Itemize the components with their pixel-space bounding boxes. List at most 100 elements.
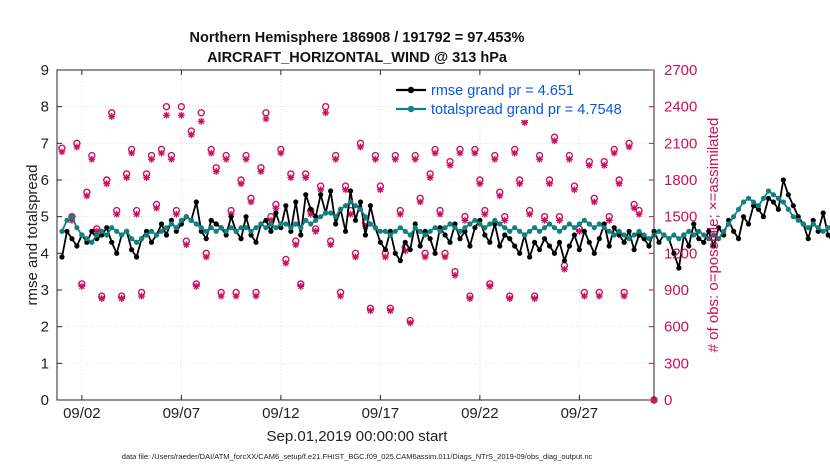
rmse-point	[546, 243, 553, 249]
spread-point	[527, 228, 533, 234]
spread-point	[303, 217, 309, 223]
spread-point	[477, 221, 483, 227]
spread-point	[248, 228, 254, 234]
obs-assimilated-marker	[78, 282, 86, 290]
rmse-point	[596, 236, 602, 242]
rmse-point	[735, 236, 742, 242]
rmse-point	[253, 239, 259, 245]
rmse-point	[437, 225, 443, 231]
obs-assimilated-marker	[267, 216, 275, 224]
rmse-point	[606, 243, 612, 249]
rmse-point	[576, 247, 582, 253]
spread-point	[372, 225, 378, 231]
obs-assimilated-marker	[595, 292, 603, 300]
spread-point	[576, 221, 582, 227]
rmse-point	[502, 232, 508, 238]
obs-assimilated-marker	[98, 295, 106, 302]
spread-point	[636, 228, 642, 234]
rmse-point	[631, 247, 637, 253]
rmse-point	[193, 199, 199, 205]
legend: rmse grand pr = 4.651 totalspread grand …	[392, 78, 648, 120]
obs-assimilated-marker	[362, 223, 369, 230]
obs-assimilated-marker	[108, 113, 116, 120]
legend-background	[392, 78, 648, 120]
obs-assimilated-marker	[357, 143, 364, 151]
obs-assimilated-marker	[222, 155, 230, 163]
rmse-point	[273, 210, 279, 216]
spread-point	[203, 228, 209, 234]
y-left-tick-label: 1	[41, 355, 49, 372]
spread-point	[119, 232, 125, 238]
obs-assimilated-marker	[212, 168, 220, 175]
rmse-point	[616, 232, 622, 238]
rmse-point	[268, 228, 274, 234]
spread-point	[407, 232, 413, 238]
y-left-tick-label: 2	[41, 319, 49, 336]
obs-assimilated-marker	[103, 180, 111, 188]
rmse-point	[755, 206, 762, 212]
rmse-point	[74, 243, 80, 249]
obs-assimilated-marker	[302, 174, 310, 181]
spread-point	[681, 232, 687, 238]
obs-assimilated-marker	[536, 155, 543, 163]
rmse-point	[532, 239, 538, 245]
legend-spread-label: totalspread grand pr = 4.7548	[431, 102, 622, 118]
spread-point	[591, 225, 597, 231]
spread-point	[183, 214, 189, 220]
rmse-point	[313, 214, 319, 220]
spread-point	[392, 228, 398, 234]
spread-point	[273, 225, 279, 231]
obs-assimilated-marker	[372, 155, 379, 163]
rmse-point	[64, 228, 70, 234]
obs-assimilated-marker	[312, 227, 320, 235]
rmse-point	[129, 247, 135, 253]
rmse-point	[223, 232, 229, 238]
obs-assimilated-marker	[168, 155, 175, 163]
spread-point	[805, 225, 811, 231]
rmse-point	[84, 239, 90, 245]
rmse-point	[104, 225, 110, 231]
obs-assimilated-marker	[441, 253, 449, 261]
rmse-point	[512, 243, 518, 249]
rmse-point	[347, 188, 354, 194]
spread-point	[551, 225, 558, 231]
rmse-point	[626, 228, 632, 234]
obs-assimilated-marker	[406, 319, 414, 327]
spread-point	[770, 192, 777, 198]
spread-point	[452, 225, 458, 231]
spread-point	[522, 232, 528, 238]
obs-assimilated-marker	[561, 265, 568, 273]
obs-assimilated-marker	[436, 210, 444, 218]
spread-point	[546, 221, 553, 227]
obs-assimilated-marker	[575, 227, 583, 235]
rmse-point	[402, 239, 408, 245]
spread-point	[283, 221, 289, 227]
obs-assimilated-marker	[401, 247, 409, 255]
series-layer	[58, 102, 830, 404]
spread-point	[745, 195, 752, 201]
obs-assimilated-marker	[317, 186, 325, 194]
obs-assimilated-marker	[521, 119, 529, 126]
obs-assimilated-marker	[307, 210, 315, 218]
obs-assimilated-marker	[496, 192, 504, 200]
spread-point	[288, 225, 294, 231]
spread-point	[124, 228, 130, 234]
y-right-tick-label: 2700	[664, 62, 697, 79]
obs-assimilated-marker	[202, 253, 210, 261]
spread-point	[795, 217, 801, 223]
obs-assimilated-marker	[177, 111, 185, 119]
spread-point	[263, 225, 269, 231]
rmse-point	[621, 239, 627, 245]
x-tick-label: 09/02	[63, 405, 101, 422]
rmse-point	[551, 250, 558, 256]
rmse-point	[362, 232, 369, 238]
y-axis-right-label: # of obs: o=possible; ×=assimilated	[705, 118, 722, 353]
spread-point	[427, 228, 433, 234]
spread-point	[218, 225, 224, 231]
spread-point	[178, 217, 184, 223]
obs-assimilated-marker	[88, 155, 96, 163]
spread-point	[467, 221, 473, 227]
spread-point	[616, 228, 622, 234]
spread-point	[726, 221, 732, 227]
obs-assimilated-marker	[242, 155, 250, 163]
